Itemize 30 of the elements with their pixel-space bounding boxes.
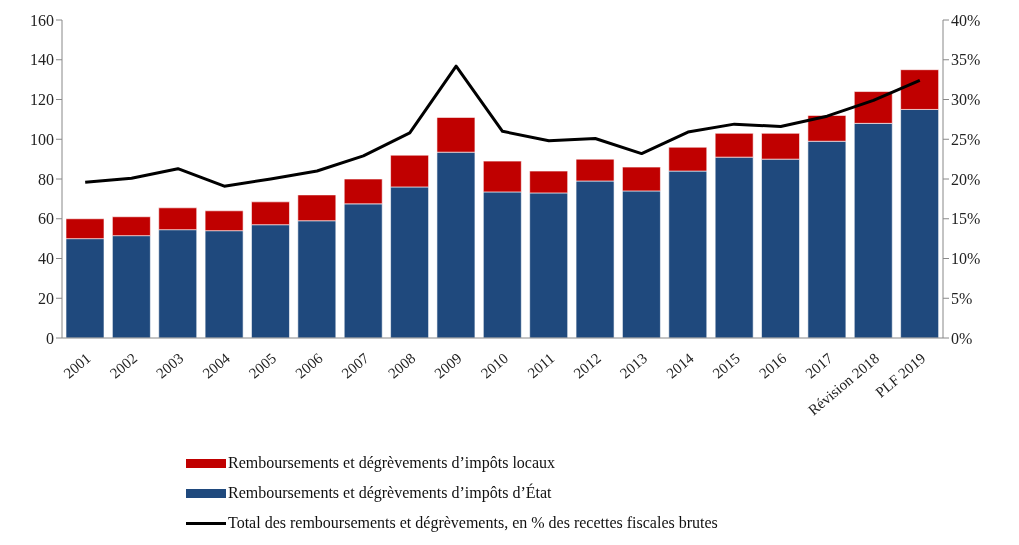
y-tick-label: 120 <box>30 91 54 109</box>
y2-tick-label: 10% <box>951 250 981 268</box>
x-tick-label: 2012 <box>570 350 604 382</box>
y-tick-label: 40 <box>38 250 54 268</box>
x-tick-label: 2010 <box>477 350 512 382</box>
x-tick-label: 2003 <box>153 350 187 382</box>
x-tick-label: 2013 <box>616 350 651 382</box>
legend-label: Remboursements et dégrèvements d’impôts d’État <box>228 484 552 502</box>
y2-tick-label: 5% <box>951 289 973 307</box>
y2-tick-label: 30% <box>951 91 981 109</box>
y2-tick-label: 25% <box>951 130 981 148</box>
y-tick-label: 80 <box>38 170 54 188</box>
y2-tick-label: 40% <box>951 11 981 29</box>
x-tick-label: 2001 <box>60 350 94 382</box>
x-tick-label: 2011 <box>524 350 558 382</box>
legend-label: Total des remboursements et dégrèvements, en % des recettes fiscales brutes <box>228 514 718 532</box>
legend-label: Remboursements et dégrèvements d’impôts locaux <box>228 454 556 472</box>
y2-tick-label: 15% <box>951 210 981 228</box>
y-tick-label: 140 <box>30 51 54 69</box>
y-tick-label: 0 <box>46 329 54 347</box>
y-tick-label: 60 <box>38 210 54 228</box>
y2-tick-label: 20% <box>951 170 981 188</box>
y-tick-label: 100 <box>30 130 54 148</box>
y-tick-label: 160 <box>30 11 54 29</box>
x-tick-label: 2009 <box>431 350 465 382</box>
y2-tick-label: 35% <box>951 51 981 69</box>
y-tick-label: 20 <box>38 289 54 307</box>
x-tick-label: 2002 <box>106 350 141 382</box>
line-series <box>83 64 922 188</box>
y2-tick-label: 0% <box>951 329 973 347</box>
